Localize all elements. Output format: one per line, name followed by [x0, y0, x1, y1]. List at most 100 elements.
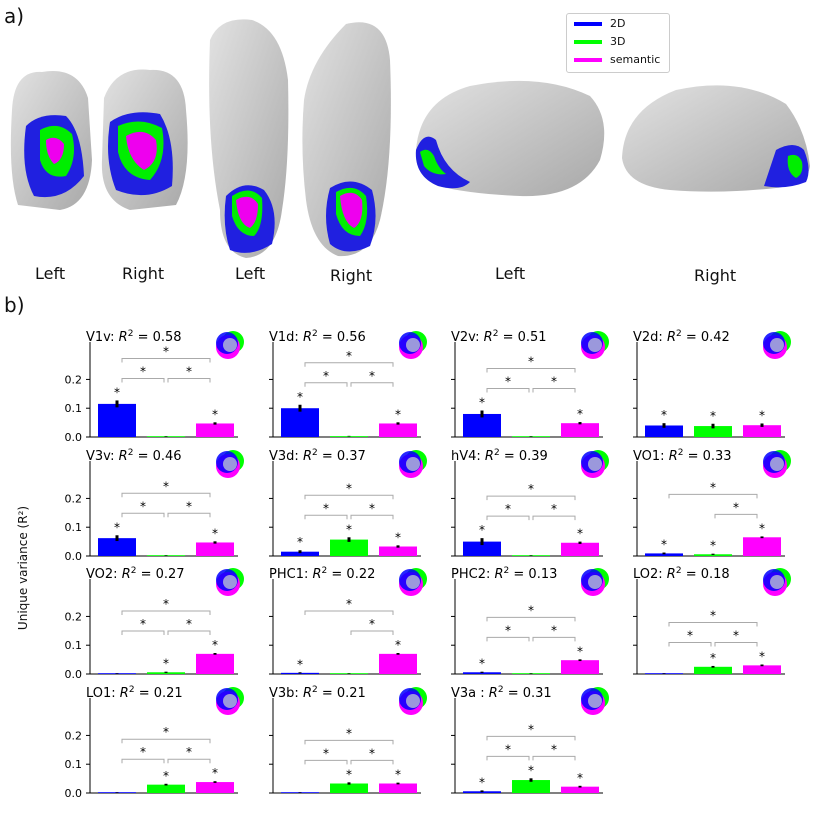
significance-star: *: [479, 775, 485, 789]
bracket-star: *: [186, 617, 192, 631]
y-tick-label: 0.0: [65, 787, 83, 800]
venn-overlap: [770, 338, 784, 352]
bar-3d: [147, 672, 185, 674]
bracket-star: *: [163, 479, 169, 493]
bracket-star: *: [186, 745, 192, 759]
bracket-star: *: [551, 375, 557, 389]
venn-overlap: [588, 338, 602, 352]
significance-star: *: [212, 407, 218, 421]
chart-title: V1d: R2 = 0.56: [269, 329, 366, 345]
significance-star: *: [577, 644, 583, 658]
significance-bracket: [121, 610, 211, 615]
significance-star: *: [577, 771, 583, 785]
bracket-star: *: [369, 369, 375, 383]
significance-star: *: [114, 385, 120, 399]
chart-title: V3v: R2 = 0.46: [86, 448, 182, 464]
significance-star: *: [212, 638, 218, 652]
significance-star: *: [479, 523, 485, 537]
y-tick-label: 0.0: [65, 431, 83, 444]
bracket-star: *: [710, 480, 716, 494]
significance-bracket: [304, 739, 394, 745]
bracket-star: *: [505, 742, 511, 756]
bar-semantic: [196, 782, 234, 793]
roi-chart-lo2: LO2: R2 = 0.18 * * * * *: [633, 566, 791, 675]
significance-star: *: [395, 638, 401, 652]
significance-bracket: [304, 494, 394, 500]
bar-semantic: [561, 423, 599, 437]
significance-star: *: [710, 651, 716, 665]
roi-chart-hv4: hV4: R2 = 0.39 * * * * *: [451, 448, 609, 557]
significance-star: *: [661, 538, 667, 552]
venn-overlap: [223, 694, 237, 708]
bracket-star: *: [528, 722, 534, 736]
brain-view-posterior-right: [101, 69, 188, 210]
chart-title: V3a : R2 = 0.31: [451, 685, 552, 701]
legend-label: semantic: [610, 53, 661, 66]
bracket-star: *: [528, 482, 534, 496]
chart-title: hV4: R2 = 0.39: [451, 448, 548, 464]
significance-bracket: [668, 642, 712, 647]
venn-overlap: [223, 338, 237, 352]
significance-bracket: [304, 382, 348, 387]
venn-overlap: [770, 575, 784, 589]
venn-overlap: [770, 457, 784, 471]
significance-bracket: [304, 759, 348, 765]
bar-2d: [281, 408, 319, 437]
brain-label-left: Left: [495, 264, 526, 283]
roi-chart-v2d: V2d: R2 = 0.42 * * *: [633, 329, 791, 438]
y-tick-label: 0.1: [65, 521, 83, 534]
chart-title: V2d: R2 = 0.42: [633, 329, 730, 345]
venn-overlap: [588, 575, 602, 589]
significance-bracket: [350, 514, 394, 520]
legend-label: 3D: [610, 35, 626, 48]
bar-semantic: [196, 653, 234, 674]
significance-star: *: [297, 535, 303, 549]
significance-star: *: [577, 407, 583, 421]
significance-star: *: [661, 408, 667, 422]
significance-bracket: [350, 759, 394, 765]
bracket-star: *: [140, 745, 146, 759]
bar-semantic: [379, 423, 417, 437]
venn-overlap: [406, 575, 420, 589]
bar-3d: [694, 666, 732, 674]
bracket-star: *: [551, 502, 557, 516]
significance-bracket: [121, 630, 165, 635]
significance-star: *: [346, 767, 352, 781]
significance-bracket: [486, 368, 576, 373]
roi-chart-v3v: 0.0 0.1 0.2 V3v: R2 = 0.46 * * * * *: [65, 448, 244, 563]
bar-2d: [463, 672, 501, 674]
y-tick-label: 0.2: [65, 729, 83, 742]
significance-star: *: [297, 657, 303, 671]
roi-chart-lo1: 0.0 0.1 0.2 LO1: R2 = 0.21 * * * * *: [65, 685, 244, 800]
bar-2d: [98, 538, 136, 556]
bracket-star: *: [346, 349, 352, 363]
significance-bracket: [350, 630, 394, 635]
bar-3d: [330, 436, 368, 437]
roi-chart-v3d: V3d: R2 = 0.37 * * * * * *: [269, 448, 427, 557]
significance-bracket: [486, 515, 530, 521]
venn-overlap: [406, 694, 420, 708]
roi-chart-phc2: PHC2: R2 = 0.13 * * * * *: [451, 566, 609, 675]
brain-view-ventral-left: [209, 19, 289, 258]
brain-view-lateral-left: [415, 80, 605, 197]
significance-bracket: [668, 493, 758, 499]
significance-bracket: [532, 755, 576, 761]
significance-star: *: [212, 766, 218, 780]
bracket-star: *: [528, 603, 534, 617]
significance-star: *: [163, 769, 169, 783]
bar-semantic: [743, 665, 781, 674]
significance-bracket: [121, 492, 211, 498]
brain-label-right: Right: [694, 266, 737, 285]
y-tick-label: 0.2: [65, 492, 83, 505]
bracket-star: *: [186, 364, 192, 378]
brain-label-left: Left: [235, 264, 266, 283]
panel-b-label: b): [4, 293, 25, 317]
brain-view-ventral-right: [302, 22, 391, 257]
bracket-star: *: [710, 609, 716, 623]
bracket-star: *: [733, 500, 739, 514]
chart-title: LO1: R2 = 0.21: [86, 685, 183, 701]
bracket-star: *: [346, 481, 352, 495]
venn-overlap: [588, 457, 602, 471]
bracket-star: *: [733, 629, 739, 643]
